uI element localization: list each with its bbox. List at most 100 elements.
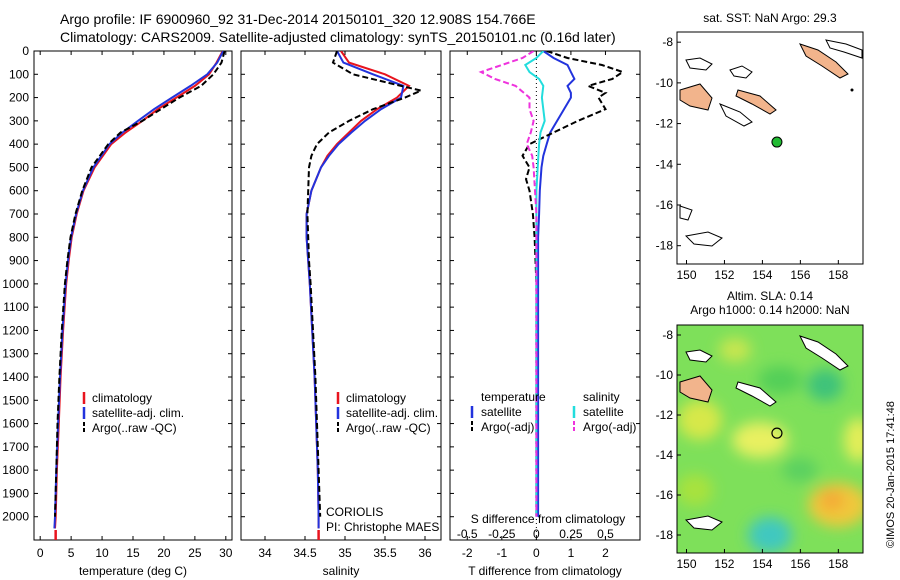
argo-position-marker [771, 427, 783, 439]
map2-axes: 150 152 154 156 158 -8 -10 -12 -14 -16 -18 [656, 328, 849, 571]
y-tick-label: 2000 [2, 510, 29, 524]
x-tick-label: 30 [219, 546, 233, 560]
map2-subtitle: Argo h1000: 0.14 h2000: NaN [690, 303, 849, 317]
y-tick-label: -14 [656, 157, 674, 171]
series-line [523, 51, 546, 517]
series-line [537, 51, 576, 517]
y-tick-label: 1400 [2, 370, 29, 384]
map1-axes: 150 152 154 156 158 -8 -10 -12 -14 -16 -18 [656, 35, 849, 282]
land-solomon-islands [735, 381, 777, 407]
x-tick-label: -2 [462, 546, 473, 560]
y-tick-label: 1600 [2, 417, 29, 431]
credit-pi: PI: Christophe MAES [326, 520, 439, 534]
series-line [305, 51, 411, 529]
x-tick-label: 158 [828, 557, 848, 571]
y-tick-label: 1100 [3, 300, 29, 314]
x-tick-label: 35 [338, 546, 352, 560]
y-tick-label: 1300 [2, 347, 29, 361]
legend-label-temp-argo: Argo(-adj) [481, 420, 534, 434]
series-line [478, 51, 538, 517]
x-tick-label: 152 [714, 557, 734, 571]
x-tick-label: 15 [126, 546, 140, 560]
y-tick-label: 900 [9, 254, 29, 268]
salinity-panel [240, 50, 442, 541]
series-line [54, 51, 226, 517]
land-island-chain [799, 43, 849, 79]
difference-legend: temperature salinity satellite Argo(-adj… [470, 390, 636, 434]
heatmap-blob [782, 458, 818, 482]
x-tick-label: 34 [258, 546, 272, 560]
heatmap-blob [732, 422, 788, 458]
legend-label-argo: Argo(..raw -QC) [92, 421, 177, 435]
land-island [729, 65, 753, 79]
map2-heatmap [677, 325, 863, 553]
x-tick-label: 156 [790, 268, 810, 282]
x-tick-label: 150 [676, 268, 696, 282]
y-tick-label: 600 [9, 184, 29, 198]
argo-position-marker [771, 136, 783, 148]
x-tick-label: 0 [533, 546, 540, 560]
heatmap-blob [678, 400, 722, 440]
legend-label-climatology: climatology [92, 391, 152, 405]
y-tick-label: 400 [9, 137, 29, 151]
series-line [521, 51, 625, 517]
x-tick-label: 5 [68, 546, 75, 560]
y-tick-label: 300 [9, 114, 29, 128]
y-tick-label: -12 [656, 117, 674, 131]
y-tick-label: 700 [9, 207, 29, 221]
land-coast [684, 515, 723, 531]
land-coast [679, 205, 693, 221]
heatmap-blob [820, 490, 844, 510]
y-tick-label: 1500 [2, 393, 29, 407]
land-island [685, 57, 713, 71]
map1-frame [676, 31, 864, 265]
land-island-chain [799, 335, 849, 371]
y-tick-label: 100 [9, 67, 29, 81]
land-island [718, 103, 753, 127]
y-tick-label: 1900 [2, 486, 29, 500]
x-tick-label: 152 [714, 268, 734, 282]
map1-points [771, 136, 783, 148]
x-top-tick-label: 0.25 [559, 527, 583, 541]
x-tick-label: 36 [418, 546, 432, 560]
land-islet [850, 88, 854, 92]
x-top-tick-label: -0.25 [488, 527, 516, 541]
temperature-x-label: temperature (deg C) [79, 564, 187, 578]
map1-land [679, 39, 863, 247]
header-line1: Argo profile: IF 6900960_92 31-Dec-2014 … [60, 11, 536, 27]
y-tick-label: -10 [656, 368, 674, 382]
y-tick-label: -12 [656, 408, 674, 422]
x-tick-label: 154 [752, 557, 772, 571]
heatmap-blob [807, 369, 843, 401]
salinity-series [305, 51, 425, 540]
legend-label-temp-satellite: satellite [481, 405, 522, 419]
x-tick-label: 35.5 [373, 546, 397, 560]
heatmap-blob [748, 517, 792, 553]
x-tick-label: 20 [157, 546, 171, 560]
y-tick-label: -18 [656, 528, 674, 542]
x-tick-label: 158 [828, 268, 848, 282]
heatmap-blob [677, 474, 713, 506]
x-top-tick-label: -0.5 [457, 527, 478, 541]
temperature-x-axis: 0 5 10 15 20 25 30 [37, 51, 233, 560]
heatmap-blob [719, 338, 751, 362]
series-line [305, 51, 405, 529]
legend-heading-temperature: temperature [481, 390, 546, 404]
land-solomon-islands [735, 89, 777, 115]
x-tick-label: 1 [568, 546, 575, 560]
x-tick-label: 154 [752, 268, 772, 282]
y-tick-label: 1800 [2, 463, 29, 477]
credit-coriolis: CORIOLIS [326, 505, 383, 519]
header-line2: Climatology: CARS2009. Satellite-adjuste… [60, 29, 616, 45]
legend-label-climatology: climatology [346, 391, 406, 405]
y-tick-label: 200 [9, 91, 29, 105]
y-tick-label: -8 [662, 35, 673, 49]
y-tick-label: 1700 [2, 440, 29, 454]
map2-points [771, 427, 783, 439]
legend-label-sal-argo: Argo(-adj) [583, 420, 636, 434]
temperature-series [53, 51, 226, 540]
temperature-legend: climatology satellite-adj. clim. Argo(..… [82, 391, 184, 435]
x-tick-label: 10 [95, 546, 109, 560]
legend-label-sal-satellite: satellite [583, 405, 624, 419]
